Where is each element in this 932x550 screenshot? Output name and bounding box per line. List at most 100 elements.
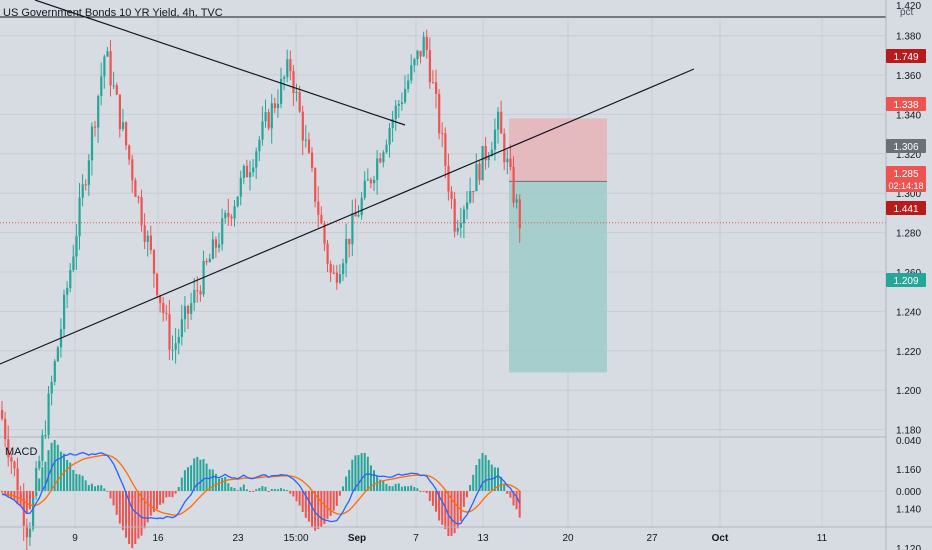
candle-body bbox=[311, 152, 314, 168]
macd-histogram-bar bbox=[199, 459, 202, 491]
candle-body bbox=[475, 163, 478, 192]
macd-histogram-bar bbox=[100, 485, 103, 491]
candle-body bbox=[410, 65, 413, 81]
candle-body bbox=[258, 139, 261, 152]
price-badge bbox=[886, 139, 926, 153]
candle-body bbox=[32, 496, 35, 529]
time-axis[interactable]: 9 16 23 15:00 Sep 7 13 20 27 Oct 11 bbox=[0, 526, 932, 544]
macd-histogram-bar bbox=[140, 491, 143, 536]
price-tick-label: 1.300 bbox=[896, 189, 921, 200]
macd-histogram-bar bbox=[329, 491, 332, 516]
macd-histogram-bar bbox=[59, 451, 62, 491]
macd-histogram-bar bbox=[475, 465, 478, 491]
macd-histogram-bar bbox=[425, 491, 428, 494]
macd-histogram-bar bbox=[208, 469, 211, 491]
take-profit-zone[interactable] bbox=[509, 181, 607, 373]
macd-histogram-bar bbox=[171, 491, 174, 498]
macd-histogram-bar bbox=[323, 491, 326, 524]
candle-body bbox=[444, 133, 447, 166]
candle-body bbox=[354, 213, 357, 217]
candle-body bbox=[35, 468, 38, 497]
candle-body bbox=[156, 273, 159, 296]
price-badge bbox=[886, 273, 926, 287]
candle-body bbox=[94, 126, 97, 128]
macd-histogram-bar bbox=[276, 489, 279, 491]
macd-histogram-bar bbox=[472, 474, 475, 491]
macd-histogram-bar bbox=[413, 487, 416, 491]
macd-histogram-bar bbox=[72, 470, 75, 491]
candle-body bbox=[63, 294, 66, 330]
candle-body bbox=[428, 50, 431, 83]
macd-histogram-bar bbox=[484, 455, 487, 491]
macd-histogram-bar bbox=[301, 491, 304, 513]
macd-histogram-bar bbox=[515, 491, 518, 510]
candle-body bbox=[109, 51, 112, 86]
price-tick-label: 1.180 bbox=[896, 426, 921, 437]
macd-histogram-bar bbox=[298, 491, 301, 506]
candle-body bbox=[360, 197, 363, 216]
macd-tick-label: 0.040 bbox=[896, 436, 921, 447]
candle-body bbox=[326, 243, 329, 264]
time-tick-label: 13 bbox=[477, 533, 489, 544]
macd-line bbox=[1, 451, 521, 525]
macd-histogram-bar bbox=[112, 491, 115, 506]
candle-body bbox=[218, 244, 221, 248]
candle-body bbox=[329, 263, 332, 273]
macd-histogram-bar bbox=[28, 491, 31, 510]
macd-histogram-bar bbox=[242, 484, 245, 491]
candle-body bbox=[357, 215, 360, 217]
macd-histogram-bar bbox=[81, 475, 84, 491]
macd-histogram-bar bbox=[75, 474, 78, 491]
macd-histogram-bar bbox=[506, 491, 509, 494]
candle-body bbox=[230, 216, 233, 219]
candle-body bbox=[224, 212, 227, 219]
macd-histogram-bar bbox=[456, 491, 459, 529]
macd-histogram-bar bbox=[56, 444, 59, 491]
macd-histogram-bar bbox=[487, 460, 490, 491]
countdown-label: 02:14:18 bbox=[888, 181, 923, 191]
ascending-trendline[interactable] bbox=[0, 68, 695, 365]
candle-body bbox=[84, 184, 87, 186]
candle-body bbox=[233, 206, 236, 219]
macd-histogram-bar bbox=[190, 465, 193, 491]
candle-body bbox=[301, 111, 304, 141]
candle-body bbox=[506, 158, 509, 163]
candle-body bbox=[41, 435, 44, 461]
descending-trendline[interactable] bbox=[34, 0, 406, 126]
macd-histogram-bar bbox=[41, 467, 44, 491]
position-zones[interactable] bbox=[509, 118, 607, 373]
macd-histogram-bar bbox=[385, 483, 388, 491]
macd-histogram-bar bbox=[131, 491, 134, 549]
candle-body bbox=[125, 122, 128, 146]
macd-histogram-bar bbox=[481, 452, 484, 491]
candle-body bbox=[286, 59, 289, 78]
macd-histogram-bar bbox=[441, 491, 444, 525]
trendlines[interactable] bbox=[0, 0, 886, 365]
candles bbox=[1, 29, 521, 550]
candle-body bbox=[131, 159, 134, 181]
macd-histogram-bar bbox=[354, 455, 357, 491]
stop-loss-zone[interactable] bbox=[509, 118, 607, 182]
candle-body bbox=[78, 197, 81, 237]
macd-histogram-bar bbox=[32, 491, 34, 498]
time-tick-label: Oct bbox=[712, 533, 729, 544]
grid bbox=[0, 16, 886, 527]
macd-histogram-bar bbox=[273, 489, 276, 491]
candle-body bbox=[466, 202, 469, 210]
macd-histogram-bar bbox=[174, 491, 177, 494]
candle-body bbox=[447, 165, 450, 192]
macd-histogram-bar bbox=[317, 491, 320, 529]
macd-histogram-bar bbox=[47, 450, 50, 491]
price-badge-label: 1.285 bbox=[893, 169, 918, 180]
candle-body bbox=[503, 133, 506, 163]
macd-histogram-bar bbox=[342, 486, 344, 491]
macd-histogram-bar bbox=[230, 487, 233, 491]
macd-histogram-bar bbox=[410, 485, 413, 491]
candle-body bbox=[338, 274, 342, 283]
candle-body bbox=[196, 290, 199, 292]
candle-body bbox=[47, 393, 50, 436]
candle-body bbox=[459, 223, 462, 228]
macd-histogram-bar bbox=[252, 491, 255, 493]
macd-histogram-bar bbox=[493, 467, 496, 491]
